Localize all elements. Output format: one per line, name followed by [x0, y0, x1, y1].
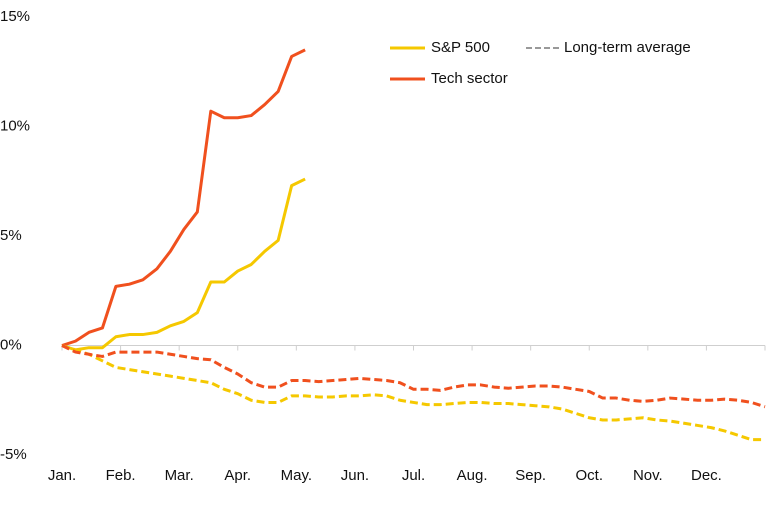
x-tick-label: Oct. [575, 467, 603, 484]
x-tick-label: May. [281, 467, 312, 484]
y-tick-label: 5% [0, 227, 22, 244]
line [61, 344, 766, 409]
line [61, 48, 306, 347]
x-tick-label: Aug. [457, 467, 488, 484]
x-tick-label: Dec. [691, 467, 722, 484]
y-tick-label: -5% [0, 446, 27, 463]
line [61, 344, 765, 442]
y-tick-label: 15% [0, 8, 30, 25]
x-tick-label: Nov. [633, 467, 663, 484]
x-tick-label: Jun. [341, 467, 369, 484]
y-tick-label: 0% [0, 336, 22, 353]
y-tick-label: 10% [0, 117, 30, 134]
x-tick-label: Apr. [224, 467, 251, 484]
legend-label: Tech sector [431, 70, 508, 87]
line [61, 177, 306, 352]
x-tick-label: Jul. [402, 467, 425, 484]
legend-label: Long-term average [564, 39, 691, 56]
x-tick-label: Mar. [165, 467, 194, 484]
x-tick-label: Sep. [515, 467, 546, 484]
x-tick-label: Feb. [106, 467, 136, 484]
legend-label: S&P 500 [431, 39, 490, 56]
x-tick-label: Jan. [48, 467, 76, 484]
